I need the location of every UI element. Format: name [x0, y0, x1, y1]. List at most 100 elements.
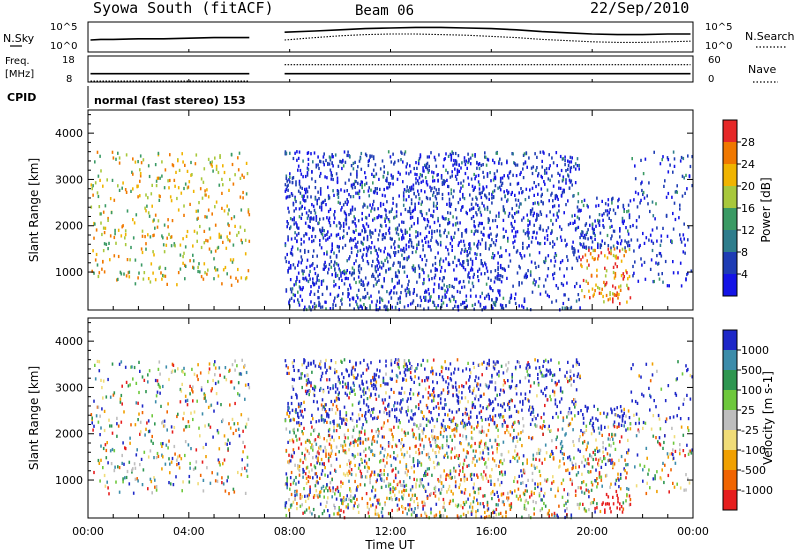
velocity-cell	[365, 438, 368, 442]
power-cell	[491, 196, 493, 200]
power-cell	[371, 154, 373, 158]
velocity-cell	[398, 507, 400, 511]
power-cell	[144, 206, 146, 210]
velocity-cell	[319, 476, 321, 480]
velocity-cell	[350, 389, 353, 393]
velocity-cell	[348, 469, 350, 473]
power-cell	[335, 172, 338, 176]
power-cell	[287, 238, 289, 242]
velocity-cell	[385, 364, 387, 368]
velocity-cell	[316, 494, 318, 498]
velocity-cell	[328, 427, 331, 432]
power-cell	[297, 260, 300, 264]
power-cell	[319, 187, 322, 191]
power-cell	[387, 267, 390, 271]
velocity-cell	[396, 508, 399, 512]
velocity-cell	[285, 448, 288, 453]
power-cell	[132, 236, 135, 240]
power-cell	[424, 298, 426, 302]
power-cell	[358, 280, 361, 284]
velocity-cell	[364, 447, 367, 451]
power-cell	[284, 183, 287, 187]
velocity-cell	[451, 438, 453, 442]
power-cell	[582, 230, 584, 234]
power-cell	[463, 197, 466, 201]
velocity-cell	[431, 473, 433, 477]
power-cell	[292, 203, 295, 207]
power-cell	[285, 260, 288, 264]
velocity-cell	[180, 457, 183, 461]
velocity-cell	[453, 416, 455, 420]
velocity-cell	[187, 443, 190, 447]
velocity-cell	[354, 479, 356, 484]
velocity-cell	[367, 511, 370, 515]
power-cell	[409, 290, 411, 294]
power-cell	[320, 208, 323, 212]
power-cell	[428, 278, 430, 282]
power-cell	[447, 221, 450, 225]
power-cell	[462, 279, 465, 284]
power-cell	[356, 172, 358, 177]
power-cell	[289, 278, 292, 282]
velocity-cell	[295, 491, 297, 495]
velocity-cell	[371, 449, 373, 453]
velocity-cell	[430, 511, 432, 515]
velocity-cell	[317, 450, 319, 454]
velocity-cell	[387, 419, 389, 423]
power-cell	[532, 230, 535, 235]
power-cell	[354, 237, 356, 241]
velocity-cell	[354, 438, 356, 442]
velocity-cell	[234, 401, 236, 406]
velocity-cell	[311, 443, 313, 447]
power-cell	[160, 271, 162, 275]
power-cell	[134, 160, 137, 164]
velocity-cell	[218, 366, 221, 370]
velocity-cell	[180, 389, 183, 393]
velocity-cell	[332, 386, 334, 390]
velocity-cell	[286, 411, 288, 415]
velocity-cell	[401, 438, 403, 442]
power-cell	[484, 193, 486, 197]
power-cell	[333, 213, 335, 217]
power-cell	[680, 155, 683, 160]
power-cell	[424, 165, 427, 169]
velocity-cell	[417, 501, 419, 506]
power-cell	[388, 292, 391, 296]
power-cell	[368, 186, 370, 190]
velocity-cell	[288, 414, 290, 419]
power-cell	[387, 300, 390, 304]
power-cell	[315, 163, 318, 167]
velocity-cell	[288, 498, 290, 502]
velocity-cell	[409, 476, 411, 480]
velocity-cell	[453, 466, 455, 470]
power-cell	[650, 239, 653, 243]
power-cell	[481, 201, 483, 205]
velocity-cell	[417, 462, 419, 466]
power-cell	[177, 186, 180, 190]
power-cell	[527, 227, 529, 231]
velocity-cell	[388, 414, 391, 418]
power-cell	[546, 274, 549, 278]
power-cell	[636, 238, 639, 242]
power-cell	[661, 158, 663, 162]
velocity-cell	[377, 427, 379, 432]
velocity-cell	[290, 454, 293, 458]
power-cell	[399, 261, 401, 265]
velocity-cell	[302, 511, 304, 515]
power-cell	[346, 198, 348, 202]
power-cell	[324, 260, 326, 264]
power-cell	[514, 292, 517, 296]
power-cell	[414, 269, 416, 274]
velocity-cell	[91, 416, 93, 420]
power-cell	[334, 153, 337, 157]
velocity-cell	[450, 372, 453, 376]
power-cell	[405, 243, 408, 247]
power-cell	[432, 175, 434, 179]
power-cell	[305, 232, 308, 236]
velocity-cell	[200, 388, 203, 392]
power-cell	[375, 282, 378, 286]
power-cell	[107, 216, 109, 221]
velocity-cell	[444, 453, 446, 457]
velocity-cell	[467, 443, 469, 447]
power-cell	[405, 198, 408, 202]
